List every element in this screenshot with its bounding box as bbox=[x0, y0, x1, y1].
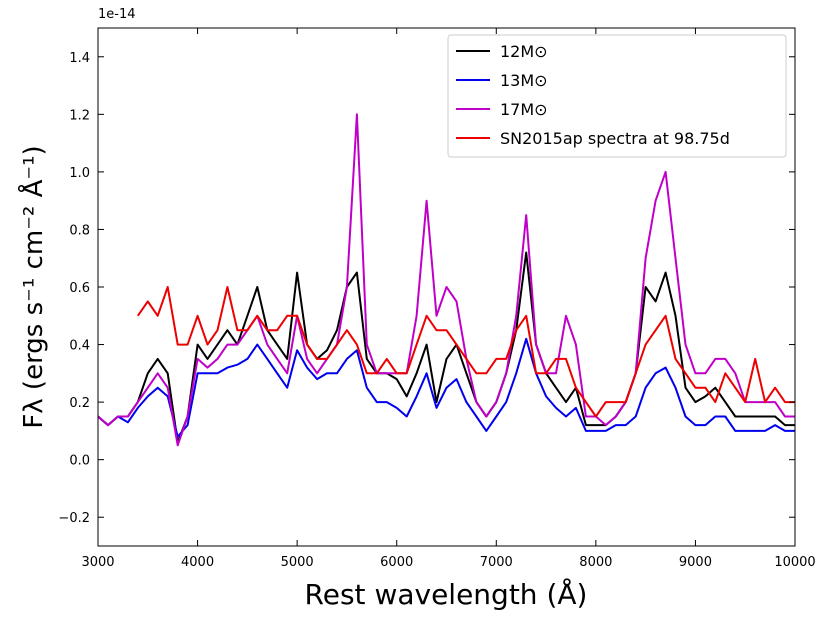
x-tick-label: 4000 bbox=[181, 555, 214, 570]
y-tick-label: 1.2 bbox=[69, 108, 90, 123]
series-line bbox=[98, 337, 795, 438]
y-tick-label: 0.4 bbox=[69, 339, 90, 354]
series-line bbox=[98, 251, 795, 444]
y-tick-label: 0.6 bbox=[69, 281, 90, 296]
x-tick-label: 3000 bbox=[81, 555, 114, 570]
y-offset-label: 1e-14 bbox=[98, 7, 136, 22]
x-tick-label: 7000 bbox=[480, 555, 513, 570]
x-tick-label: 8000 bbox=[579, 555, 612, 570]
y-axis-label: Fλ (ergs s⁻¹ cm⁻² Å⁻¹) bbox=[17, 145, 49, 428]
plot-area bbox=[98, 113, 795, 447]
y-tick-label: 0.2 bbox=[69, 396, 90, 411]
legend-label: SN2015ap spectra at 98.75d bbox=[500, 129, 730, 148]
series-line bbox=[98, 113, 795, 447]
x-tick-label: 5000 bbox=[281, 555, 314, 570]
legend-box bbox=[447, 34, 787, 158]
y-tick-label: 1.4 bbox=[69, 51, 90, 66]
legend-label: 12M⊙ bbox=[500, 42, 548, 61]
y-tick-label: 1.0 bbox=[69, 166, 90, 181]
x-tick-label: 6000 bbox=[380, 555, 413, 570]
x-axis-label: Rest wavelength (Å) bbox=[305, 577, 588, 611]
legend-label: 17M⊙ bbox=[500, 100, 548, 119]
x-tick-label: 9000 bbox=[679, 555, 712, 570]
y-tick-label: 0.0 bbox=[69, 454, 90, 469]
legend-label: 13M⊙ bbox=[500, 71, 548, 90]
x-tick-label: 10000 bbox=[774, 555, 815, 570]
y-tick-label: −0.2 bbox=[58, 511, 90, 526]
series-line bbox=[136, 286, 795, 418]
y-tick-label: 0.8 bbox=[69, 223, 90, 238]
